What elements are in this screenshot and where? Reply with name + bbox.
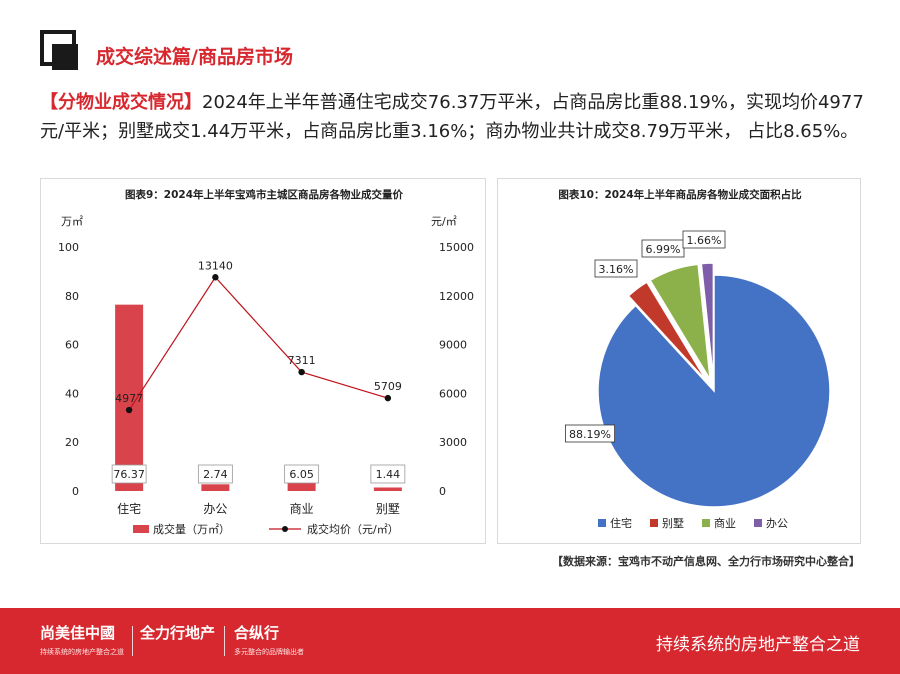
pie-slices (597, 262, 831, 508)
pie-slice (627, 281, 708, 382)
brand-shangmeijia: 尚美佳中國 (40, 624, 116, 642)
intro-tag: 【分物业成交情况】 (40, 92, 202, 113)
volume-label-box (197, 464, 233, 484)
legend-label: 别墅 (662, 517, 684, 530)
x-category-label: 办公 (203, 501, 227, 516)
volume-price-chart-panel: 图表9：2024年上半年宝鸡市主城区商品房各物业成交量价 万㎡ 元/㎡ 0 20 4… (40, 178, 486, 544)
pie-label-box (682, 230, 726, 249)
y-right-tick-label: 15000 (439, 241, 474, 254)
y-right-tick-label: 0 (439, 485, 446, 498)
footer-slogan: 持续系统的房地产整合之道 (656, 635, 860, 655)
legend-swatch (650, 519, 658, 527)
pie-data-label: 1.66% (687, 234, 722, 247)
volume-label-box (111, 464, 147, 484)
volume-bar (115, 304, 144, 491)
chart10-title: 图表10：2024年上半年商品房各物业成交面积占比 (558, 188, 802, 201)
legend-swatch (754, 519, 762, 527)
brand-hezongxing: 合纵行 (234, 624, 280, 642)
price-data-label: 13140 (198, 259, 233, 272)
legend-line-label: 成交均价（元/㎡） (307, 522, 399, 536)
volume-bar (373, 487, 402, 491)
y-left-tick-label: 100 (58, 241, 79, 254)
volume-data-label: 1.44 (376, 468, 401, 481)
pie-data-label: 3.16% (599, 263, 634, 276)
chart9-title: 图表9：2024年上半年宝鸡市主城区商品房各物业成交量价 (125, 188, 404, 201)
price-data-label: 4977 (115, 392, 143, 405)
price-point (125, 406, 133, 414)
pie-data-label: 88.19% (569, 428, 611, 441)
price-data-label: 7311 (288, 354, 316, 367)
legend-label: 办公 (766, 517, 788, 530)
price-point (212, 274, 219, 281)
line-series: 4977 13140 7311 5709 (115, 259, 402, 414)
section-title: 成交综述篇/商品房市场 (96, 46, 293, 68)
section-logo-square (52, 44, 78, 70)
x-axis-categories: 住宅 办公 商业 别墅 (117, 501, 400, 516)
y-left-tick-label: 20 (65, 436, 79, 449)
legend-bar-swatch (133, 525, 149, 533)
x-category-label: 别墅 (376, 502, 400, 516)
intro-paragraph: 【分物业成交情况】2024年上半年普通住宅成交76.37万平米，占商品房比重88… (40, 88, 870, 146)
y-right-unit: 元/㎡ (431, 215, 457, 228)
pie-slice (649, 263, 711, 381)
volume-bar (201, 484, 230, 491)
area-share-chart-panel: 图表10：2024年上半年商品房各物业成交面积占比 88.19% 3.16% 6.9… (497, 178, 861, 544)
chart10-legend: 住宅 别墅 商业 办公 (598, 516, 788, 530)
y-left-unit: 万㎡ (61, 215, 83, 228)
brand-shangmeijia-tagline: 持续系统的房地产整合之道 (40, 648, 124, 656)
price-line (128, 276, 389, 411)
legend-swatch (598, 519, 606, 527)
volume-label-box (284, 464, 320, 484)
price-data-label: 5709 (374, 380, 402, 393)
x-category-label: 商业 (290, 501, 314, 516)
volume-label-box (370, 464, 406, 484)
y-right-tick-label: 12000 (439, 290, 474, 303)
legend-label: 商业 (714, 516, 736, 530)
y-left-tick-label: 80 (65, 290, 79, 303)
y-left-tick-label: 0 (72, 485, 79, 498)
legend-bar-label: 成交量（万㎡） (153, 522, 230, 536)
intro-text: 2024年上半年普通住宅成交76.37万平米，占商品房比重88.19%，实现均价… (40, 92, 864, 142)
legend-label: 住宅 (610, 516, 632, 530)
y-left-axis: 0 20 40 60 80 100 (58, 241, 79, 498)
bar-series: 76.37 2.74 6.05 1.44 (111, 304, 406, 491)
pie-data-label: 6.99% (646, 243, 681, 256)
brand-divider (132, 626, 133, 656)
price-point (298, 368, 305, 376)
y-left-tick-label: 60 (65, 339, 79, 352)
pie-label-box (594, 259, 638, 278)
y-right-tick-label: 9000 (439, 339, 467, 352)
y-left-tick-label: 40 (65, 387, 79, 400)
area-share-pie-chart: 图表10：2024年上半年商品房各物业成交面积占比 88.19% 3.16% 6.9… (558, 188, 831, 530)
volume-price-chart: 图表9：2024年上半年宝鸡市主城区商品房各物业成交量价 万㎡ 元/㎡ 0 20 4… (58, 188, 474, 536)
footer-bar: 尚美佳中國 持续系统的房地产整合之道 全力行地产 合纵行 多元整合的品牌输出者 … (0, 608, 900, 674)
x-category-label: 住宅 (117, 501, 141, 516)
price-point (384, 394, 392, 402)
brand-quanlixing: 全力行地产 (140, 624, 216, 642)
y-right-axis: 0 3000 6000 9000 12000 15000 (439, 241, 474, 498)
legend-swatch (702, 519, 710, 527)
pie-label-box (641, 239, 685, 258)
pie-slice (597, 274, 831, 508)
brand-divider (224, 626, 225, 656)
volume-data-label: 2.74 (203, 468, 228, 481)
chart9-legend: 成交量（万㎡） 成交均价（元/㎡） (133, 522, 399, 536)
y-right-tick-label: 3000 (439, 436, 467, 449)
volume-data-label: 76.37 (113, 468, 145, 481)
source-note: 【数据来源：宝鸡市不动产信息网、全力行市场研究中心整合】 (552, 555, 860, 568)
pie-label-box (565, 424, 616, 443)
volume-data-label: 6.05 (289, 468, 314, 481)
pie-slice (700, 262, 715, 380)
brand-hezongxing-tagline: 多元整合的品牌输出者 (234, 648, 304, 656)
legend-line-marker (282, 526, 288, 532)
y-right-tick-label: 6000 (439, 387, 467, 400)
pie-labels: 88.19% 3.16% 6.99% 1.66% (565, 230, 726, 443)
